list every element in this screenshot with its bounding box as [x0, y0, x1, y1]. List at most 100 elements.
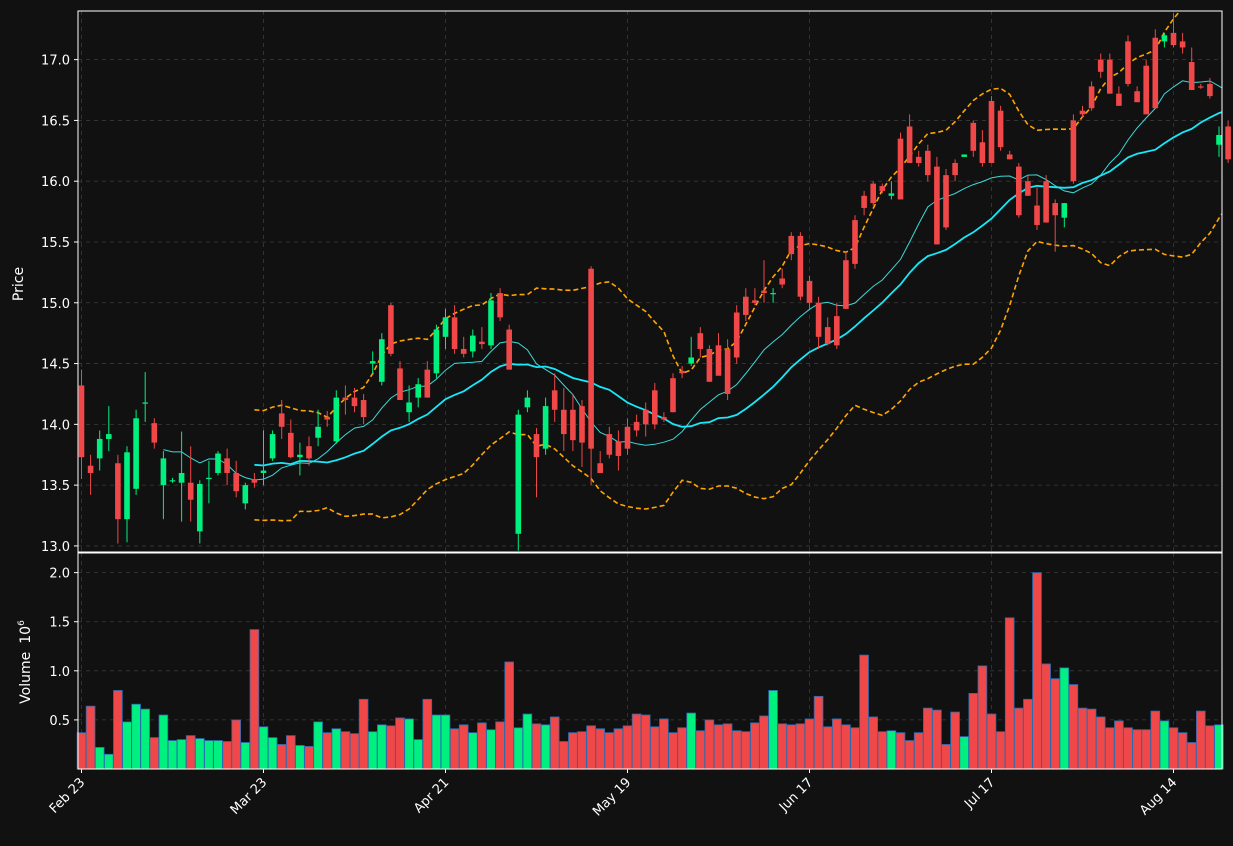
volume-bar: [950, 711, 960, 770]
candle-body: [87, 465, 94, 473]
volume-bar: [140, 708, 151, 770]
volume-bar: [731, 730, 742, 770]
candle-body: [1107, 59, 1113, 94]
volume-bar: [94, 747, 105, 770]
candle-body: [433, 329, 440, 374]
price-tick-label: 17.0: [41, 54, 70, 69]
candle-body: [106, 434, 112, 439]
volume-bar: [859, 654, 869, 770]
slow-ma-line: [254, 111, 1222, 467]
candle-body: [1025, 181, 1031, 196]
candle-body: [424, 369, 431, 398]
candle-body: [697, 333, 704, 349]
candle-body: [1097, 59, 1104, 72]
volume-bar: [1141, 729, 1152, 770]
volume-bar: [431, 714, 442, 770]
candle-body: [925, 150, 931, 176]
volume-bar: [1004, 617, 1015, 770]
candle-body: [988, 100, 995, 163]
volume-bar: [440, 714, 451, 770]
price-tick-label: 14.0: [41, 418, 70, 433]
volume-bar: [376, 724, 387, 770]
volume-bar: [1023, 698, 1033, 770]
volume-bar: [695, 730, 706, 770]
volume-bar: [158, 714, 169, 770]
volume-bar: [513, 727, 524, 770]
candle-body: [551, 390, 558, 410]
volume-bar: [650, 726, 660, 770]
candle-body: [242, 485, 249, 504]
volume-bar: [895, 732, 906, 770]
candle-body: [96, 438, 103, 459]
candle-body: [843, 260, 849, 309]
candle-body: [915, 156, 922, 163]
candle-body: [579, 406, 585, 443]
candle-body: [397, 368, 403, 401]
volume-bar: [613, 728, 624, 770]
candle-body: [515, 414, 522, 534]
fast-ma-line: [163, 80, 1222, 481]
candle-body: [78, 385, 85, 458]
candle-body: [724, 348, 731, 394]
volume-bar: [722, 723, 733, 770]
volume-bar: [1032, 572, 1042, 770]
volume-bar: [122, 721, 132, 770]
candle-body: [342, 397, 349, 401]
volume-bar: [986, 713, 997, 770]
candle-body: [661, 417, 667, 420]
volume-bar: [968, 693, 979, 770]
candle-body: [187, 482, 194, 500]
volume-bar: [1095, 716, 1106, 770]
volume-axis-exponent: 10: [18, 626, 34, 644]
volume-bar: [522, 713, 533, 770]
volume-bar: [741, 731, 751, 770]
volume-bar: [795, 723, 806, 770]
candle-body: [806, 280, 813, 303]
volume-bar: [149, 737, 160, 770]
volume-bar: [349, 733, 360, 770]
candle-body: [597, 463, 603, 473]
volume-bar: [768, 690, 778, 770]
price-tick-label: 15.5: [41, 236, 70, 251]
volume-tick-label: 1.0: [49, 665, 70, 680]
candle-body: [970, 122, 977, 151]
volume-bar: [1205, 725, 1215, 770]
candle-body: [815, 302, 822, 337]
volume-bar: [868, 716, 878, 770]
volume-bar: [1086, 708, 1097, 770]
volume-tick-label: 1.5: [49, 616, 70, 631]
candle-body: [1052, 203, 1058, 216]
candle-body: [733, 312, 740, 358]
volume-bar: [832, 718, 842, 770]
candle-body: [561, 409, 567, 435]
candle-body: [897, 138, 904, 200]
volume-bar: [1177, 732, 1188, 770]
volume-bar: [258, 726, 269, 770]
volume-bar: [495, 721, 505, 770]
price-tick-label: 14.5: [41, 358, 70, 373]
volume-bar: [941, 744, 951, 770]
volume-bar: [1077, 707, 1088, 770]
volume-bar: [304, 746, 314, 770]
candle-body: [269, 434, 276, 459]
price-panel-frame: [77, 10, 1223, 553]
candle-body: [770, 293, 776, 295]
candle-body: [624, 426, 631, 449]
volume-bar: [904, 740, 915, 770]
candle-body: [160, 458, 167, 486]
volume-bar: [167, 740, 178, 770]
volume-bar: [586, 725, 596, 770]
volume-bar: [295, 745, 305, 770]
volume-bar: [276, 744, 287, 770]
volume-axis-label: Volume 106: [17, 620, 34, 704]
candle-body: [706, 348, 713, 382]
candle-body: [379, 339, 385, 382]
volume-bar: [240, 742, 251, 770]
candle-body: [115, 463, 121, 520]
volume-bar: [395, 717, 405, 770]
candle-body: [124, 452, 130, 520]
candle-body: [178, 472, 185, 483]
volume-axis-label-text: Volume: [18, 652, 34, 704]
volume-bar: [886, 730, 897, 770]
